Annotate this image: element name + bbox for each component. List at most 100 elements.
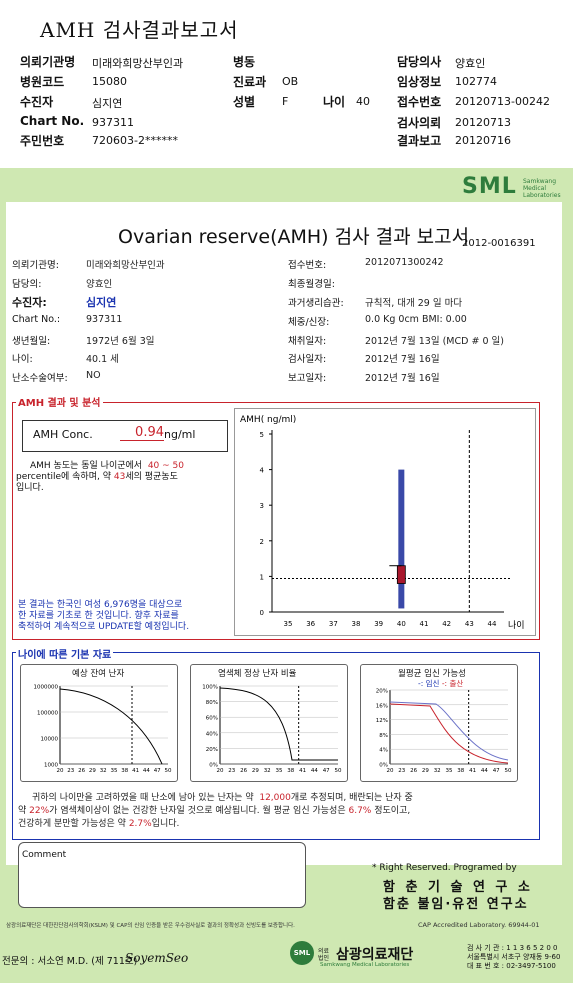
- mini-x-tick-label: 41: [299, 768, 306, 774]
- chart-x-tick-label: 41: [420, 620, 429, 628]
- summary-2a: 약: [18, 806, 27, 816]
- info-value-age: 40.1 세: [86, 354, 119, 365]
- age-data-section: [12, 652, 540, 840]
- lab-logo-icon: SML: [290, 941, 314, 965]
- chart-y-label: AMH( ng/ml): [240, 415, 296, 425]
- mini-chart-title-oocytes: 예상 잔여 난자: [72, 669, 125, 679]
- summary-pregnancy-rate: 6.7%: [348, 806, 372, 816]
- mini-x-tick-label: 47: [323, 768, 330, 774]
- lab-info: 검 사 기 관 : 1 1 3 6 5 2 0 0 서울특별시 서초구 양재동 …: [467, 944, 560, 971]
- cover-label-department: 진료과: [233, 75, 267, 89]
- mini-y-tick-label: 20%: [376, 689, 388, 695]
- comment-box: [18, 842, 306, 908]
- lab-name: 삼광의료재단: [336, 947, 414, 963]
- age-section-title: 나이에 따른 기본 자료: [16, 646, 114, 661]
- info-value-cycle: 규칙적, 대개 29 일 마다: [365, 298, 463, 309]
- mini-x-tick-label: 26: [78, 768, 85, 774]
- report-number: 2012-0016391: [462, 238, 536, 249]
- info-label-collection-date: 채취일자:: [288, 336, 327, 347]
- info-value-weight-height: 0.0 Kg 0cm BMI: 0.00: [365, 314, 467, 325]
- mini-x-tick-label: 20: [387, 768, 394, 774]
- amh-text-2a: percentile에 속하며, 약: [16, 472, 111, 482]
- mini-x-tick-label: 35: [111, 768, 118, 774]
- cover-label-hospital-code: 병원코드: [20, 75, 65, 89]
- mini-x-tick-label: 35: [276, 768, 283, 774]
- mini-y-tick-label: 1000000: [34, 685, 59, 691]
- legend-pregnancy: 임신: [425, 679, 440, 688]
- cover-value-department: OB: [282, 75, 299, 88]
- info-value-doctor: 양효인: [86, 279, 113, 290]
- sml-logo-subtitle: Samkwang Medical Laboratories: [523, 178, 561, 199]
- cover-label-clinical-info: 임상정보: [397, 75, 442, 89]
- chart-y-tick-label: 4: [260, 467, 265, 475]
- amh-equivalent-age: 43: [113, 472, 126, 482]
- mini-birth-curve: [389, 703, 509, 764]
- info-label-age: 나이:: [12, 354, 33, 365]
- amh-conc-box: [22, 420, 228, 452]
- chart-y-tick-label: 1: [260, 573, 264, 581]
- mini-chart-pregnancy: 20% 16% 12% 8% 4% 0%20 23 26 29 32 35 38 41 44 47 50: [376, 689, 512, 775]
- mini-y-tick-label: 0%: [379, 763, 388, 769]
- cover-value-request-date: 20120713: [455, 116, 511, 129]
- mini-chart-frame-oocytes: [20, 664, 178, 782]
- mini-chart-title-pregnancy: 월평균 임신 가능성: [398, 669, 466, 679]
- chart-y-tick-label: 0: [260, 609, 264, 617]
- mini-y-tick-label: 40%: [206, 731, 218, 737]
- mini-y-tick-label: 20%: [206, 747, 218, 753]
- amh-conc-label: AMH Conc.: [33, 428, 93, 441]
- info-label-weight-height: 체중/신장:: [288, 317, 330, 328]
- amh-percentile-line2: percentile에 속하며, 약 43세의 평균농도: [16, 472, 178, 483]
- cover-label-chart-no: Chart No.: [20, 114, 85, 128]
- legend-prefix: -:: [418, 679, 426, 688]
- mini-x-tick-label: 29: [89, 768, 96, 774]
- mini-x-tick-label: 20: [57, 768, 64, 774]
- summary-line3: 건강하게 분만할 가능성은 약 2.7%입니다.: [18, 818, 413, 831]
- cover-title: AMH 검사결과보고서: [40, 18, 239, 42]
- amh-note-line3: 축적하여 계속적으로 UPDATE할 예정입니다.: [18, 622, 190, 632]
- cover-label-patient: 수진자: [20, 95, 54, 109]
- summary-birth-rate: 2.7%: [128, 819, 152, 829]
- sml-logo: SML: [462, 174, 517, 199]
- chart-x-tick-label: 42: [442, 620, 451, 628]
- info-label-cycle: 과거생리습관:: [288, 298, 344, 309]
- cover-label-report-date: 결과보고: [397, 134, 442, 148]
- info-label-ovary-surgery: 난소수술여부:: [12, 373, 68, 384]
- amh-conc-unit: ng/ml: [164, 428, 196, 441]
- amh-note-line1: 본 결과는 한국인 여성 6,976명을 대상으로: [18, 600, 183, 610]
- chart-y-tick-label: 2: [260, 538, 264, 546]
- cover-sheet: AMH 검사결과보고서 의뢰기관명 미래와희망산부인과 병원코드 15080 수…: [0, 0, 573, 170]
- cover-label-ward: 병동: [233, 55, 256, 69]
- mini-x-tick-label: 38: [287, 768, 294, 774]
- cover-label-institution: 의뢰기관명: [20, 55, 76, 69]
- amh-note-line2: 한 자료를 기초로 한 것입니다. 향후 자료를: [18, 611, 179, 621]
- cover-label-doctor: 담당의사: [397, 55, 442, 69]
- info-label-report-date: 보고일자:: [288, 373, 327, 384]
- mini-y-tick-label: 12%: [376, 718, 388, 724]
- cover-value-report-date: 20120716: [455, 134, 511, 147]
- summary-1a: 귀하의 나이만을 고려하였을 때 난소에 남아 있는 난자는 약: [32, 793, 254, 803]
- cover-value-clinical-info: 102774: [455, 75, 497, 88]
- mini-y-tick-label: 0%: [209, 763, 218, 769]
- chart-iqr-box: [396, 565, 406, 584]
- summary-3c: 입니다.: [151, 819, 180, 829]
- lab-info-1: 검 사 기 관 : 1 1 3 6 5 2 0 0: [467, 944, 558, 952]
- chart-x-tick-label: 44: [488, 620, 497, 628]
- info-value-birthdate: 1972년 6월 3일: [86, 336, 155, 347]
- lab-prefix: 의료법인: [318, 948, 330, 962]
- amh-text-3: 입니다.: [16, 483, 44, 493]
- mini-x-tick-label: 50: [165, 768, 172, 774]
- cover-value-age: 40: [356, 95, 370, 108]
- mini-x-tick-label: 38: [121, 768, 128, 774]
- cover-value-receipt-no: 20120713-00242: [455, 95, 550, 108]
- chart-x-tick-label: 40: [397, 620, 406, 628]
- info-value-chart-no: 937311: [86, 314, 123, 325]
- mini-x-tick-label: 50: [335, 768, 342, 774]
- amh-text-2c: 세의 평균농도: [125, 472, 178, 482]
- amh-age-chart: AMH( ng/ml) 0 1 2 3 4 5 35 36 37 38 39 40 41 42 43 44 나이: [240, 415, 525, 631]
- mini-chart-chromosome: 100% 80% 60% 40% 20% 0%20 23 26 29 32 35 38 41 44 47 50: [202, 685, 342, 775]
- mini-oocyte-curve: [59, 688, 163, 765]
- mini-x-tick-label: 32: [264, 768, 271, 774]
- info-label-test-date: 검사일자:: [288, 354, 327, 365]
- info-label-receipt-no: 접수번호:: [288, 260, 327, 271]
- chart-x-tick-label: 38: [352, 620, 361, 628]
